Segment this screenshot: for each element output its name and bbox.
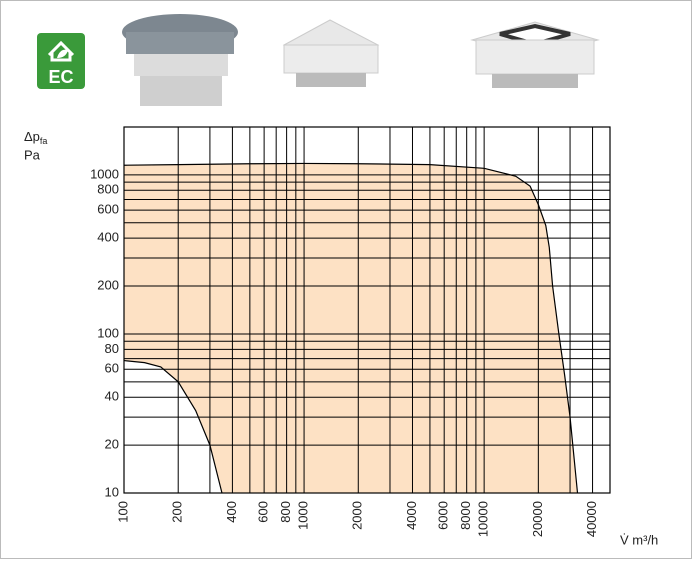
- x-tick-label: 100: [115, 501, 130, 523]
- x-tick-label: 20000: [530, 501, 545, 537]
- product-photo: [470, 21, 600, 88]
- badge: EC: [37, 33, 85, 89]
- curve: [123, 162, 579, 494]
- area: [124, 360, 222, 493]
- y-tick-label: 60: [105, 361, 119, 376]
- x-tick-label: 4000: [404, 501, 419, 530]
- x-tick-label: 200: [170, 501, 185, 523]
- y-tick-label: 80: [105, 341, 119, 356]
- y-tick-label: 40: [105, 389, 119, 404]
- product-photo: [282, 19, 380, 87]
- y-tick-label: 200: [97, 277, 119, 292]
- x-tick-label: 8000: [458, 501, 473, 530]
- curve: [123, 359, 223, 494]
- x-tick-label: 600: [256, 501, 271, 523]
- x-tick-label: 40000: [584, 501, 599, 537]
- area: [124, 163, 578, 493]
- x-tick-label: 10000: [476, 501, 491, 537]
- x-tick-label: 1000: [296, 501, 311, 530]
- y-tick-label: 600: [97, 202, 119, 217]
- plot-border: [123, 126, 611, 494]
- x-tick-label: 2000: [350, 501, 365, 530]
- x-tick-label: 400: [224, 501, 239, 523]
- x-tick-label: 800: [278, 501, 293, 523]
- y-tick-label: 20: [105, 437, 119, 452]
- product-photo: [122, 14, 238, 106]
- y-unit: Pa: [24, 147, 41, 162]
- y-tick-label: 10: [105, 484, 119, 499]
- y-axis-label: Δpfa: [24, 129, 47, 146]
- x-axis-label: V̇ m³/h: [620, 532, 658, 547]
- badge-text: EC: [48, 67, 73, 87]
- y-label-main: Δp: [24, 129, 40, 144]
- x-tick-label: 6000: [436, 501, 451, 530]
- y-tick-label: 100: [97, 325, 119, 340]
- y-label-sub: fa: [40, 136, 48, 146]
- y-tick-label: 800: [97, 182, 119, 197]
- y-tick-label: 400: [97, 230, 119, 245]
- y-tick-label: 1000: [90, 166, 119, 181]
